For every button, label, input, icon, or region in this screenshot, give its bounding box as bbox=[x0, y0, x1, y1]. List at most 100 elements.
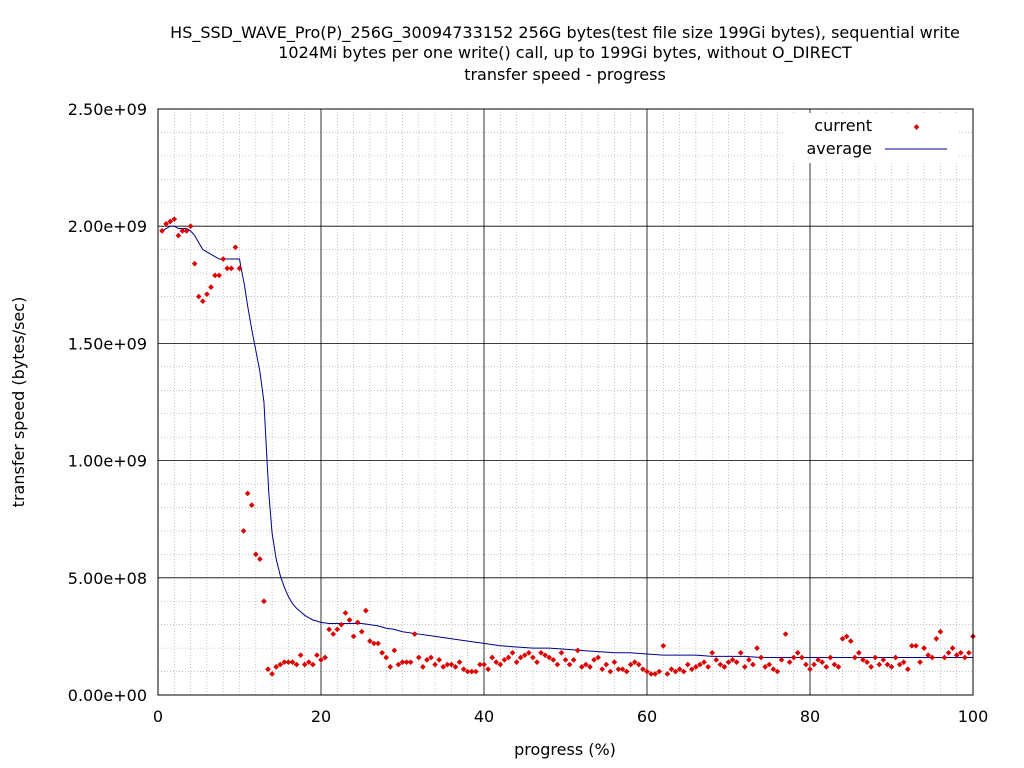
current-data-point bbox=[925, 652, 931, 658]
current-data-point bbox=[615, 666, 622, 673]
current-data-point bbox=[607, 668, 614, 675]
current-data-point bbox=[574, 647, 581, 654]
current-data-point bbox=[782, 631, 789, 637]
current-data-point bbox=[456, 659, 463, 666]
current-data-point bbox=[281, 659, 288, 666]
current-data-point bbox=[587, 664, 593, 670]
current-data-point bbox=[892, 654, 899, 661]
current-data-point bbox=[464, 668, 471, 675]
current-data-point bbox=[240, 528, 247, 534]
current-data-point bbox=[195, 293, 202, 300]
current-data-point bbox=[432, 661, 438, 668]
current-data-point bbox=[477, 661, 483, 668]
current-data-point bbox=[285, 659, 292, 666]
current-data-point bbox=[827, 654, 834, 661]
y-tick-label: 1.00e+09 bbox=[68, 452, 147, 471]
current-data-point bbox=[354, 619, 361, 626]
y-tick-label: 2.50e+09 bbox=[68, 100, 147, 119]
current-data-point bbox=[770, 666, 777, 673]
current-data-point bbox=[917, 659, 923, 666]
current-data-point bbox=[212, 272, 218, 279]
current-data-point bbox=[310, 661, 316, 668]
current-data-point bbox=[383, 654, 390, 661]
current-data-point bbox=[807, 666, 813, 673]
current-data-point bbox=[216, 272, 222, 279]
current-data-point bbox=[864, 659, 870, 666]
current-data-point bbox=[501, 657, 508, 663]
current-data-point bbox=[868, 664, 874, 670]
current-data-point bbox=[611, 659, 618, 666]
current-data-point bbox=[175, 232, 182, 239]
current-data-point bbox=[668, 666, 675, 673]
current-data-point bbox=[729, 657, 736, 663]
current-data-point bbox=[269, 671, 275, 677]
legend-label-average: average bbox=[807, 139, 873, 158]
current-data-point bbox=[314, 652, 320, 658]
current-data-point bbox=[550, 657, 557, 663]
current-data-point bbox=[546, 654, 553, 661]
current-data-point bbox=[937, 628, 944, 635]
x-axis-ticks: 0 20 40 60 80 100 bbox=[153, 707, 988, 726]
current-data-point bbox=[839, 635, 846, 642]
current-data-point bbox=[896, 661, 903, 668]
current-data-point bbox=[900, 659, 907, 666]
current-data-point bbox=[167, 218, 174, 225]
current-data-point bbox=[322, 654, 328, 661]
current-data-point bbox=[371, 640, 377, 647]
current-data-point bbox=[187, 223, 194, 230]
current-data-point bbox=[350, 633, 357, 640]
current-data-point bbox=[648, 671, 654, 677]
current-data-point bbox=[301, 661, 308, 668]
current-data-point bbox=[407, 659, 414, 666]
current-data-point bbox=[473, 668, 479, 675]
current-data-point bbox=[754, 645, 760, 651]
x-tick-label: 60 bbox=[637, 707, 657, 726]
plot-series bbox=[159, 216, 976, 677]
current-data-point bbox=[619, 666, 626, 673]
current-data-point bbox=[664, 671, 671, 677]
current-data-point bbox=[367, 638, 373, 644]
current-data-point bbox=[244, 490, 251, 497]
current-data-point bbox=[297, 652, 304, 658]
current-data-point bbox=[811, 661, 817, 668]
current-data-point bbox=[334, 626, 341, 633]
current-data-point bbox=[277, 661, 284, 668]
current-data-point bbox=[538, 649, 544, 656]
y-axis-ticks: 0.00e+00 5.00e+08 1.00e+09 1.50e+09 2.00e+09… bbox=[68, 100, 147, 705]
current-data-point bbox=[489, 654, 495, 661]
current-data-point bbox=[803, 661, 809, 668]
current-data-point bbox=[860, 657, 866, 663]
current-data-point bbox=[631, 659, 638, 666]
current-data-point bbox=[379, 649, 385, 656]
current-data-point bbox=[676, 666, 683, 673]
current-data-point bbox=[880, 657, 887, 663]
current-data-point bbox=[448, 661, 455, 668]
current-data-point bbox=[921, 645, 927, 651]
current-data-point bbox=[884, 661, 891, 668]
current-data-point bbox=[693, 664, 699, 670]
current-data-point bbox=[741, 664, 748, 670]
current-data-point bbox=[644, 668, 650, 675]
current-data-point bbox=[493, 659, 500, 666]
current-data-point bbox=[623, 668, 630, 675]
current-data-point bbox=[199, 298, 206, 305]
current-data-point bbox=[847, 638, 854, 644]
current-data-point bbox=[933, 635, 940, 642]
x-tick-label: 100 bbox=[958, 707, 989, 726]
plot-frame bbox=[157, 108, 974, 696]
current-data-point bbox=[799, 654, 805, 661]
current-data-point bbox=[326, 626, 332, 633]
current-data-point bbox=[220, 256, 227, 262]
current-data-point bbox=[208, 284, 214, 290]
current-data-point bbox=[566, 661, 573, 668]
current-data-point bbox=[257, 556, 263, 562]
current-data-point bbox=[733, 659, 740, 666]
current-data-point bbox=[265, 666, 271, 673]
current-data-point bbox=[750, 661, 756, 668]
x-tick-label: 20 bbox=[311, 707, 331, 726]
current-data-point bbox=[713, 657, 720, 663]
current-data-point bbox=[159, 228, 165, 234]
current-data-point bbox=[758, 654, 764, 661]
current-data-point bbox=[774, 668, 781, 675]
current-data-point bbox=[721, 664, 728, 670]
